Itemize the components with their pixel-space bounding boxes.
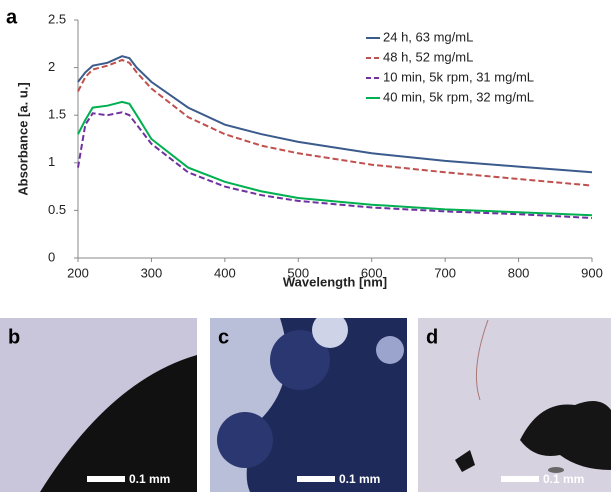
legend-label: 48 h, 52 mg/mL — [383, 49, 473, 64]
x-axis-title: Wavelength [nm] — [283, 274, 387, 289]
panel-label: b — [8, 326, 20, 348]
micrograph-b — [0, 318, 197, 492]
data-line — [77, 58, 593, 187]
y-axis-title: Absorbance [a. u.] — [15, 82, 30, 195]
x-tick-label: 400 — [214, 265, 236, 280]
x-tick-label: 600 — [361, 265, 383, 280]
y-tick-label: 0 — [48, 249, 55, 264]
x-tick-label: 500 — [287, 265, 309, 280]
data-line — [77, 100, 593, 217]
y-tick-label: 0.5 — [48, 202, 66, 217]
y-tick-label: 2 — [48, 59, 55, 74]
y-tick-label: 1 — [48, 154, 55, 169]
x-tick-label: 800 — [508, 265, 530, 280]
scale-bar — [297, 476, 335, 482]
legend-label: 10 min, 5k rpm, 31 mg/mL — [383, 69, 534, 84]
data-line — [77, 111, 593, 219]
data-line — [77, 55, 593, 174]
scale-bar-label: 0.1 mm — [129, 472, 170, 486]
scale-bar-label: 0.1 mm — [543, 472, 584, 486]
x-tick-label: 900 — [581, 265, 603, 280]
micrograph-d — [418, 318, 611, 492]
scale-bar-label: 0.1 mm — [339, 472, 380, 486]
scale-bar — [501, 476, 539, 482]
micrograph-c — [210, 318, 407, 492]
x-tick-label: 200 — [67, 265, 89, 280]
scale-bar — [87, 476, 125, 482]
legend-label: 40 min, 5k rpm, 32 mg/mL — [383, 89, 534, 104]
x-tick-label: 300 — [141, 265, 163, 280]
y-tick-label: 1.5 — [48, 107, 66, 122]
panel-label: d — [426, 326, 438, 348]
x-tick-label: 700 — [434, 265, 456, 280]
y-tick-label: 2.5 — [48, 11, 66, 26]
legend-label: 24 h, 63 mg/mL — [383, 29, 473, 44]
panel-label: c — [218, 326, 229, 348]
panel-label: a — [6, 6, 18, 28]
